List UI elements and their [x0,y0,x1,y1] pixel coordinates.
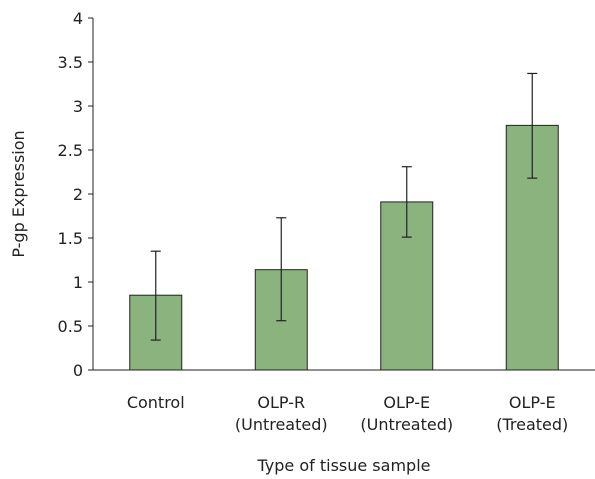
x-axis-title: Type of tissue sample [257,456,431,475]
x-tick-label: (Untreated) [360,415,453,434]
y-tick-label: 1 [73,273,83,292]
y-axis: 0 0.5 1 1.5 2 2.5 3 3.5 4 [58,9,94,380]
x-tick-label: OLP-E [509,393,556,412]
y-tick-label: 2.5 [58,141,83,160]
y-tick-label: 0 [73,361,83,380]
y-tick-label: 3 [73,97,83,116]
x-tick-label: OLP-R [257,393,305,412]
bars [129,124,559,371]
x-tick-label: Control [127,393,185,412]
x-tick-label: OLP-E [383,393,430,412]
y-tick-label: 3.5 [58,53,83,72]
x-tick-label: (Untreated) [235,415,328,434]
error-bars [150,72,538,341]
x-axis: Control OLP-R (Untreated) OLP-E (Untreated) O… [93,369,595,434]
y-tick-label: 0.5 [58,317,83,336]
x-tick-label: (Treated) [496,415,568,434]
y-tick-label: 4 [73,9,83,28]
y-tick-label: 2 [73,185,83,204]
y-tick-label: 1.5 [58,229,83,248]
y-axis-title: P-gp Expression [9,130,28,257]
